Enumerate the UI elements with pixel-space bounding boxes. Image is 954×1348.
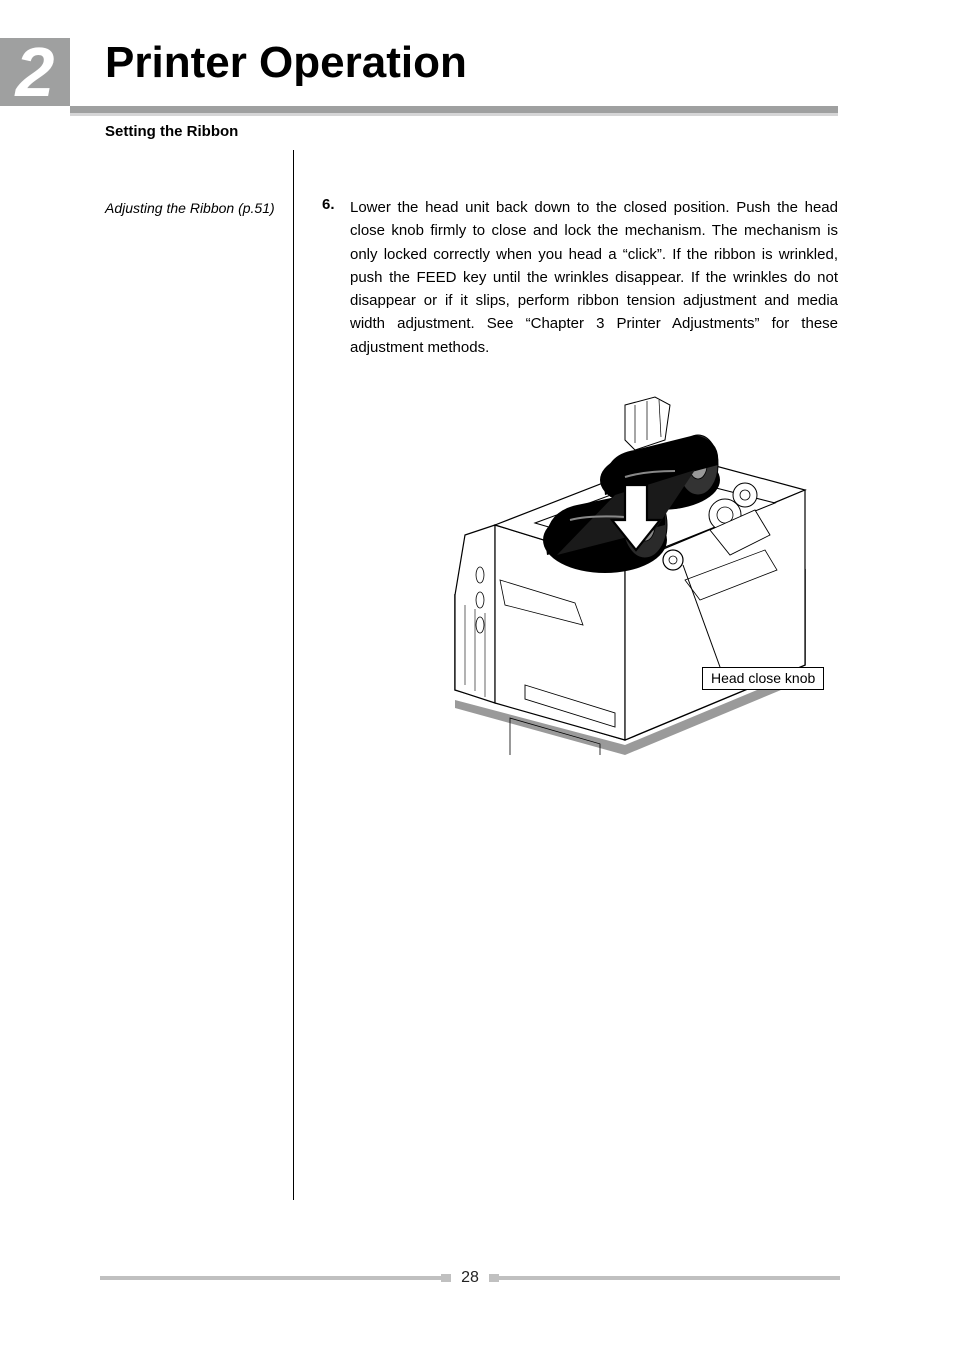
chapter-title: Printer Operation <box>105 38 467 88</box>
page-number: 28 <box>461 1269 479 1287</box>
footer-ornament-left <box>441 1274 451 1282</box>
footer-rule-right <box>499 1276 840 1280</box>
step-number: 6. <box>322 196 335 213</box>
chapter-number-badge: 2 <box>0 38 70 106</box>
printer-diagram <box>325 385 841 755</box>
section-heading: Setting the Ribbon <box>105 123 238 140</box>
page-footer: 28 <box>100 1268 840 1288</box>
title-rule-dark <box>70 106 838 113</box>
manual-page: 2 Printer Operation Setting the Ribbon A… <box>0 0 954 1348</box>
footer-rule-left <box>100 1276 441 1280</box>
column-divider <box>293 150 294 1200</box>
footer-ornament-right <box>489 1274 499 1282</box>
step-text: Lower the head unit back down to the clo… <box>350 196 838 359</box>
margin-cross-reference: Adjusting the Ribbon (p.51) <box>105 200 280 216</box>
title-rule-light <box>70 113 838 116</box>
figure-callout-label: Head close knob <box>702 667 824 690</box>
instruction-step: 6. Lower the head unit back down to the … <box>322 196 838 359</box>
